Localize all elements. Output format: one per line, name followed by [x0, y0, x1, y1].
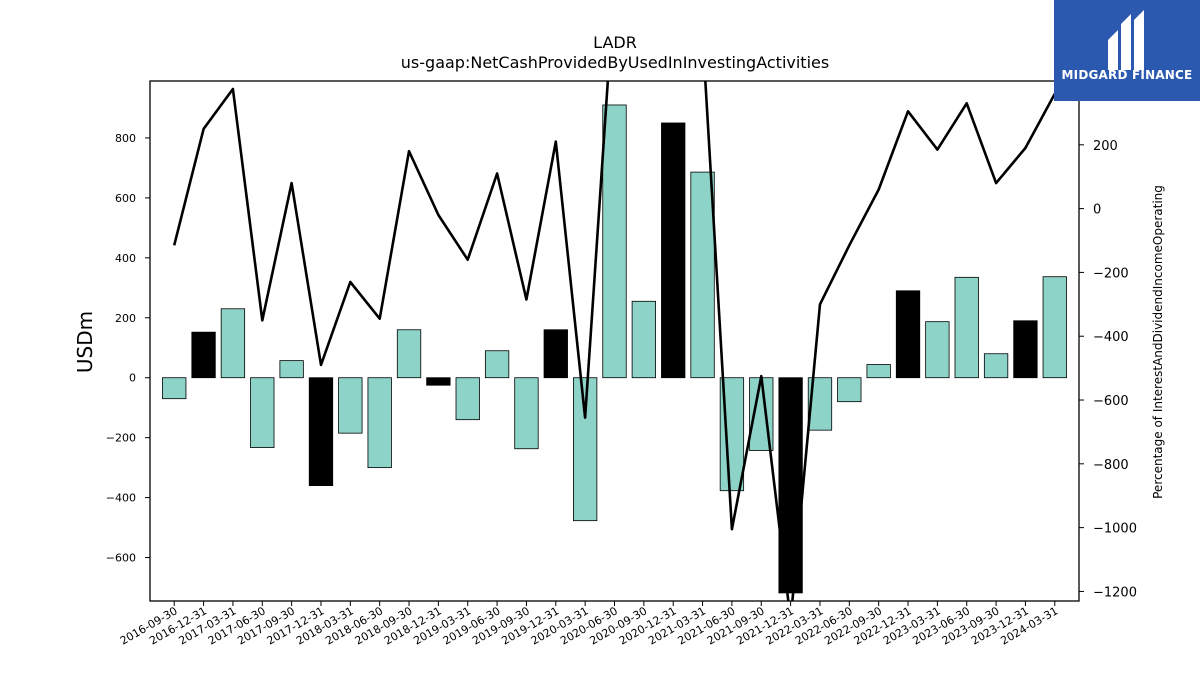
y-tick-label: 400: [115, 252, 136, 265]
bar-2019-12-31: [543, 329, 568, 379]
bar-2022-06-30: [837, 377, 862, 403]
y2-tick-label: −200: [1093, 266, 1129, 281]
bar-2016-12-31: [191, 331, 216, 379]
y2-tick-label: −600: [1093, 394, 1129, 409]
bar-2022-09-30: [866, 364, 891, 379]
bar-2019-06-30: [484, 350, 510, 379]
chart-title: LADR: [593, 33, 637, 52]
bar-2023-03-31: [925, 321, 950, 379]
y-tick-label: 0: [129, 372, 136, 385]
bar-2016-09-30: [162, 377, 187, 400]
y2-tick-label: 0: [1093, 203, 1101, 218]
y-tick-label: 200: [115, 312, 136, 325]
bar-2018-06-30: [367, 377, 392, 469]
bar-2024-03-31: [1042, 276, 1067, 379]
y-tick-label: −400: [106, 492, 136, 505]
y2-tick-label: −1200: [1093, 585, 1137, 600]
bar-2020-12-31: [661, 122, 686, 379]
y2-tick-label: −1000: [1093, 522, 1137, 537]
bar-2021-06-30: [719, 377, 745, 492]
bar-2017-06-30: [250, 377, 275, 448]
y-tick-label: −600: [106, 552, 136, 565]
bar-2021-03-31: [690, 171, 715, 379]
y2-tick-label: 200: [1093, 139, 1118, 154]
bar-2017-03-31: [220, 308, 246, 379]
bar-2020-06-30: [602, 104, 627, 379]
y2-axis-label: Percentage of InterestAndDividendIncomeO…: [1151, 185, 1165, 499]
bar-2023-06-30: [954, 276, 979, 379]
y-tick-label: 800: [115, 132, 136, 145]
y-tick-label: 600: [115, 192, 136, 205]
logo-mark-icon: [1108, 10, 1144, 70]
line-series: [172, 81, 1056, 601]
chart-subtitle: us-gaap:NetCashProvidedByUsedInInvesting…: [401, 53, 829, 72]
bar-2020-03-31: [573, 377, 598, 522]
brand-logo: MIDGARD FINANCE: [1054, 0, 1200, 101]
bar-2018-12-31: [426, 377, 451, 386]
bar-2023-09-30: [983, 353, 1009, 379]
bar-2018-03-31: [338, 377, 363, 434]
bar-2019-09-30: [514, 377, 539, 450]
y2-tick-label: −400: [1093, 330, 1129, 345]
y-tick-label: −200: [106, 432, 136, 445]
y2-tick-label: −800: [1093, 458, 1129, 473]
logo-text: MIDGARD FINANCE: [1061, 68, 1193, 82]
bar-2019-03-31: [455, 377, 480, 421]
bar-2022-03-31: [807, 377, 833, 431]
bar-2018-09-30: [396, 329, 422, 379]
bar-2020-09-30: [631, 300, 656, 379]
bar-2017-09-30: [279, 360, 304, 379]
bar-2022-12-31: [895, 290, 921, 379]
y-axis-label: USDm: [73, 311, 97, 373]
bar-2017-12-31: [308, 377, 334, 487]
bar-2023-12-31: [1013, 320, 1038, 379]
